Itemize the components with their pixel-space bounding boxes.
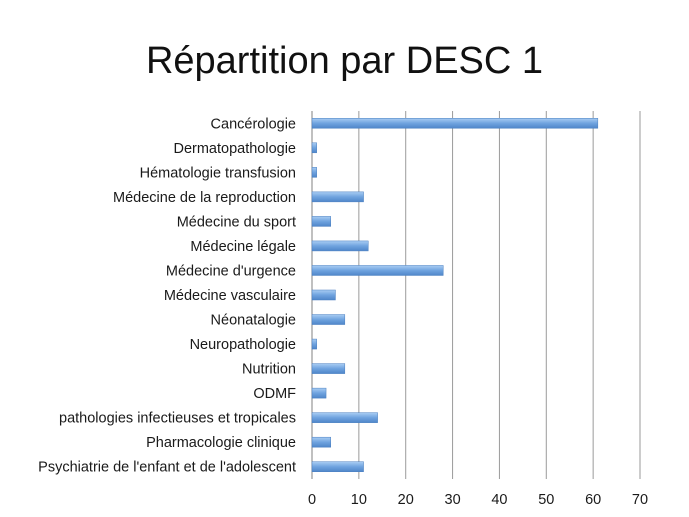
x-tick-label: 10 <box>351 492 367 508</box>
category-label: Hématologie transfusion <box>140 165 296 181</box>
category-label: Médecine d'urgence <box>166 263 296 279</box>
category-label: pathologies infectieuses et tropicales <box>59 411 296 427</box>
bar <box>311 412 378 423</box>
category-label: Néonatalogie <box>211 313 296 329</box>
gridlines <box>311 111 641 479</box>
x-tick-label: 40 <box>491 492 507 508</box>
bar <box>311 167 317 178</box>
bar <box>311 289 336 301</box>
bar <box>311 118 599 129</box>
bar <box>311 265 444 276</box>
category-label: Médecine du sport <box>177 214 296 230</box>
bar <box>311 363 346 374</box>
x-tick-label: 60 <box>585 492 601 508</box>
bar <box>311 240 369 252</box>
category-label: Médecine de la reproduction <box>113 190 296 206</box>
bar <box>311 314 346 325</box>
category-label: Pharmacologie clinique <box>146 435 296 451</box>
bar <box>311 387 327 399</box>
x-tick-label: 50 <box>538 492 554 508</box>
category-labels: Cancérologie Dermatopathologie Hématologie… <box>38 116 296 475</box>
x-tick-label: 0 <box>308 492 316 508</box>
x-tick-label: 70 <box>632 492 648 508</box>
category-label: Cancérologie <box>211 116 296 132</box>
slide-title: Répartition par DESC 1 <box>145 40 544 82</box>
category-label: Médecine vasculaire <box>164 288 296 304</box>
bar <box>311 191 364 203</box>
x-tick-label: 20 <box>398 492 414 508</box>
bar <box>311 216 331 227</box>
category-label: Nutrition <box>242 362 296 378</box>
category-label: Dermatopathologie <box>173 141 296 157</box>
category-label: Neuropathologie <box>190 337 296 353</box>
category-label: Médecine légale <box>190 239 296 255</box>
bar <box>311 461 364 472</box>
bar <box>311 338 317 350</box>
x-tick-label: 30 <box>445 492 461 508</box>
bar <box>311 436 331 448</box>
bar <box>311 142 317 154</box>
bars <box>311 118 599 472</box>
category-label: Psychiatrie de l'enfant et de l'adolesce… <box>38 460 296 476</box>
x-tick-labels: 0 10 20 30 40 50 60 70 <box>308 492 648 508</box>
category-label: ODMF <box>253 386 296 402</box>
